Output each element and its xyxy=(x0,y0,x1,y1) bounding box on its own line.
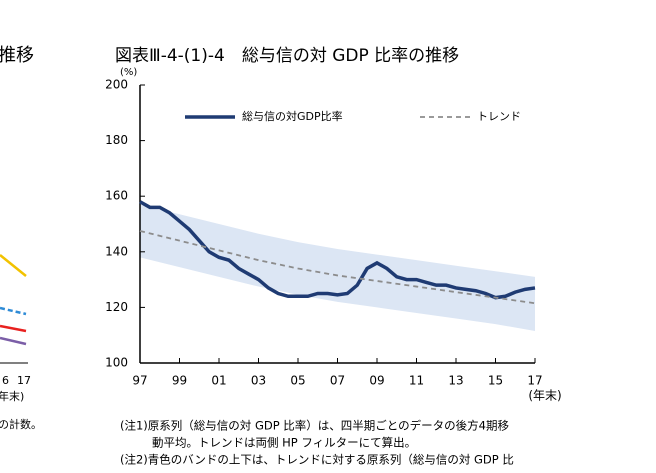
y-tick-label: 120 xyxy=(105,300,128,314)
left-line xyxy=(0,254,27,277)
x-axis-label: (年末) xyxy=(528,389,561,403)
note: 動平均。トレンドは両側 HP フィルターにて算出。 xyxy=(152,436,416,450)
left-line xyxy=(0,324,27,333)
note: (注2)青色のバンドの上下は、トレンドに対する原系列（総与信の対 GDP 比 xyxy=(120,453,514,467)
y-tick-label: 200 xyxy=(105,78,128,92)
x-tick-label: 17 xyxy=(527,374,542,388)
legend-label: トレンド xyxy=(477,110,521,123)
left-line xyxy=(0,336,27,346)
x-tick-label: 99 xyxy=(172,374,187,388)
chart-title: 図表Ⅲ-4-(1)-4 総与信の対 GDP 比率の推移 xyxy=(115,46,459,66)
y-axis-label: (%) xyxy=(120,67,137,78)
y-tick-label: 180 xyxy=(105,133,128,147)
left-tick: 6 xyxy=(2,374,9,387)
series-line xyxy=(139,230,536,305)
x-tick-label: 03 xyxy=(251,374,266,388)
x-tick-label: 05 xyxy=(290,374,305,388)
x-tick-label: 01 xyxy=(211,374,226,388)
y-tick-label: 100 xyxy=(105,356,128,370)
x-tick-label: 13 xyxy=(448,374,463,388)
x-tick-label: 11 xyxy=(409,374,424,388)
note: (注1)原系列（総与信の対 GDP 比率）は、四半期ごとのデータの後方4期移 xyxy=(120,419,510,433)
x-tick-label: 15 xyxy=(488,374,503,388)
band xyxy=(140,204,535,332)
left-title: 推移 xyxy=(0,45,34,66)
x-tick-label: 09 xyxy=(369,374,384,388)
x-tick-label: 97 xyxy=(132,374,147,388)
left-x-label: 年末) xyxy=(0,389,24,403)
series-line xyxy=(139,200,536,300)
left-note: の計数。 xyxy=(0,417,42,431)
left-line xyxy=(0,306,27,316)
x-tick-label: 07 xyxy=(330,374,345,388)
left-tick: 17 xyxy=(17,374,31,387)
y-tick-label: 160 xyxy=(105,189,128,203)
y-tick-label: 140 xyxy=(105,244,128,258)
legend-label: 総与信の対GDP比率 xyxy=(242,109,343,123)
